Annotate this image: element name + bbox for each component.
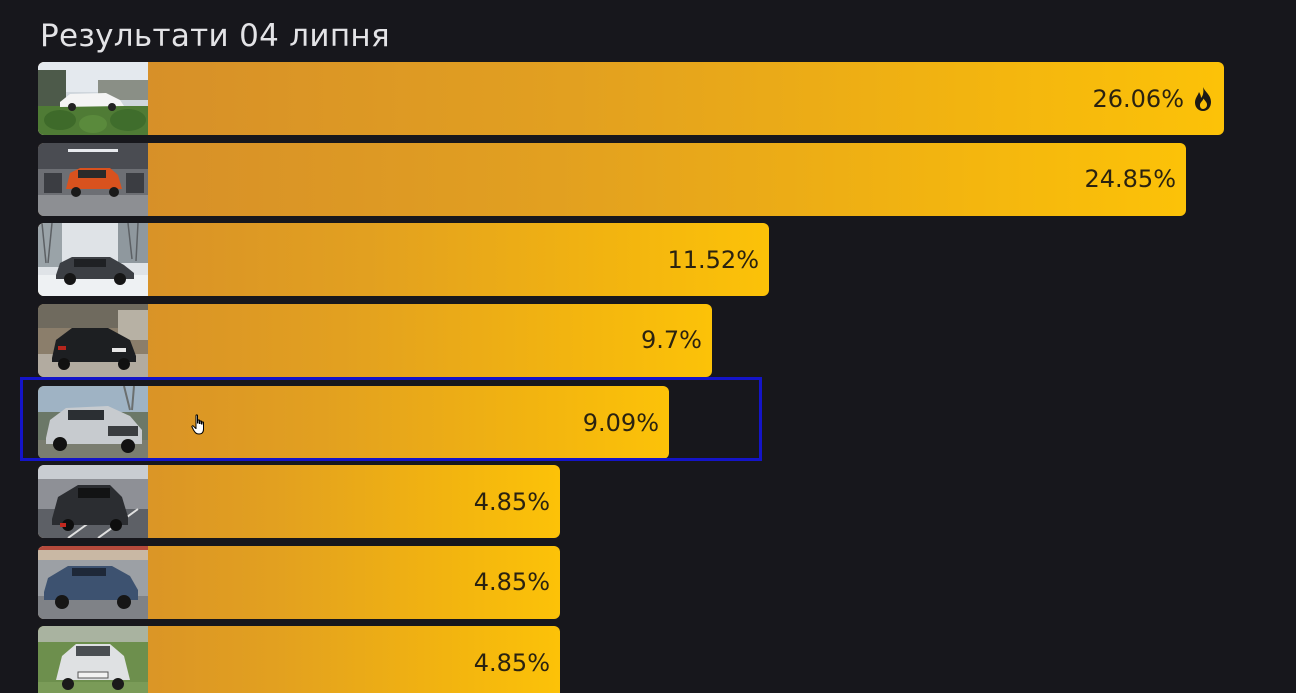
result-bar[interactable]: 9.7% [38,303,712,377]
percentage-label: 4.85% [473,487,550,516]
percentage-label: 4.85% [473,568,550,597]
car-photo [38,386,148,460]
percentage-label: 4.85% [473,648,550,677]
car-photo [38,465,148,538]
result-bar[interactable]: 26.06% [38,62,1224,135]
hand-cursor-icon [191,414,204,435]
car-photo [38,303,148,377]
result-bar[interactable]: 11.52% [38,223,769,297]
result-bar[interactable]: 4.85% [38,465,560,538]
car-photo [38,142,148,216]
percentage-label: 9.7% [641,326,702,355]
result-bar[interactable]: 9.09% [38,386,669,460]
percentage-label: 11.52% [667,245,759,274]
percentage-label: 9.09% [582,408,659,437]
car-photo [38,545,148,619]
car-photo [38,223,148,297]
car-photo [38,62,148,135]
car-photo [38,626,148,693]
result-bar[interactable]: 4.85% [38,626,560,693]
page-title: Результати 04 липня [40,18,390,54]
result-bar[interactable]: 4.85% [38,545,560,619]
result-bar[interactable]: 24.85% [38,142,1186,216]
percentage-label: 24.85% [1084,165,1176,194]
percentage-label: 26.06% [1092,84,1184,113]
fire-icon [1192,86,1214,112]
